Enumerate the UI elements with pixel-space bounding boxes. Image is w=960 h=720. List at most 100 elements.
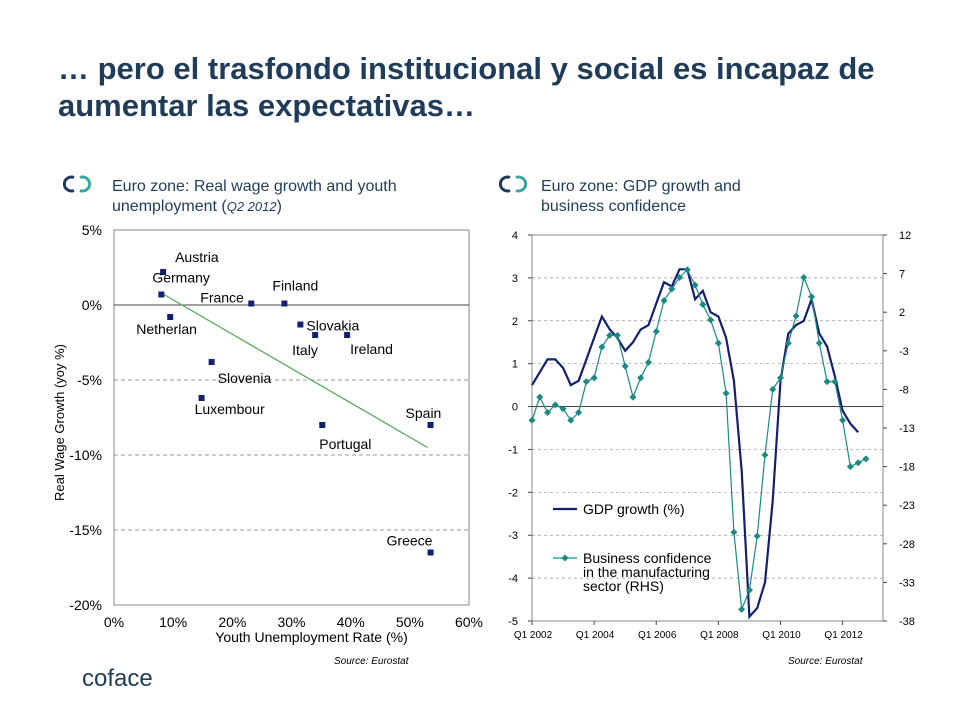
scatter-x-tick-label: 10% <box>159 614 187 630</box>
scatter-point <box>297 321 304 328</box>
business-confidence-point <box>776 374 784 382</box>
line-x-tick-label: Q1 2004 <box>576 630 615 641</box>
business-confidence-point <box>839 416 847 424</box>
business-confidence-point <box>854 459 862 467</box>
line-left-tick-label: -1 <box>508 444 518 456</box>
scatter-x-tick-label: 40% <box>337 614 365 630</box>
business-confidence-point <box>784 339 792 347</box>
scatter-y-tick-label: 5% <box>82 222 102 238</box>
legend-confidence-label: in the manufacturing <box>583 564 710 580</box>
scatter-point-label: Netherlan <box>136 321 197 337</box>
scatter-plot-frame <box>113 229 470 606</box>
line-left-tick-label: 2 <box>512 316 518 328</box>
business-confidence-point <box>528 416 536 424</box>
coface-mark-icon <box>62 175 92 193</box>
scatter-point-label: Finland <box>272 278 318 294</box>
business-confidence-point <box>800 273 808 281</box>
line-x-tick-label: Q1 2010 <box>762 630 801 641</box>
scatter-x-tick-label: 20% <box>218 614 246 630</box>
business-confidence-point <box>815 339 823 347</box>
business-confidence-point <box>714 339 722 347</box>
scatter-point-label: Austria <box>175 249 219 265</box>
line-left-tick-label: -4 <box>508 573 518 585</box>
business-confidence-point <box>730 528 738 536</box>
line-left-tick-label: 4 <box>512 230 518 242</box>
scatter-point-label: Ireland <box>350 341 393 357</box>
business-confidence-point <box>613 331 621 339</box>
scatter-y-tick-label: -20% <box>69 597 102 613</box>
right-chart-heading-line2: business confidence <box>541 198 686 215</box>
business-confidence-point <box>831 378 839 386</box>
scatter-y-tick-label: -15% <box>69 522 102 538</box>
left-chart-source: Source: Eurostat <box>334 656 409 667</box>
scatter-x-axis-label: Youth Unemployment Rate (%) <box>215 629 407 645</box>
business-confidence-point <box>567 416 575 424</box>
business-confidence-point <box>551 401 559 409</box>
scatter-point <box>167 314 174 320</box>
scatter-point <box>198 395 205 401</box>
gdp-growth-line <box>531 268 860 620</box>
scatter-y-tick-label: 0% <box>82 297 102 313</box>
scatter-point-label: Spain <box>406 405 442 421</box>
business-confidence-point <box>536 393 544 401</box>
business-confidence-point <box>544 409 552 417</box>
business-confidence-point <box>761 451 769 459</box>
line-right-tick-label: -8 <box>899 384 909 396</box>
coface-logo: coface <box>82 665 153 692</box>
line-right-tick-label: -3 <box>899 346 909 358</box>
legend-confidence-marker <box>561 554 569 562</box>
line-left-tick-label: 1 <box>512 359 518 371</box>
line-right-tick-label: -33 <box>899 577 915 589</box>
scatter-point-label: Greece <box>387 533 433 549</box>
line-left-tick-label: -3 <box>508 530 518 542</box>
scatter-point <box>160 269 167 275</box>
coface-mark-icon <box>498 175 528 193</box>
line-left-tick-label: -2 <box>508 487 518 499</box>
legend-gdp-label: GDP growth (%) <box>583 501 685 517</box>
line-x-tick-label: Q1 2006 <box>638 630 677 641</box>
scatter-point-label: Slovenia <box>218 370 272 386</box>
right-chart-heading-line1: Euro zone: GDP growth and <box>541 178 741 195</box>
scatter-point <box>281 300 288 307</box>
business-confidence-point <box>621 362 629 370</box>
business-confidence-point <box>652 328 660 335</box>
scatter-x-tick-label: 0% <box>104 614 124 630</box>
line-left-tick-label: 3 <box>512 273 518 285</box>
business-confidence-point <box>792 312 800 320</box>
right-chart-source: Source: Eurostat <box>788 656 863 667</box>
scatter-point-label: Italy <box>292 342 318 358</box>
scatter-y-tick-label: -5% <box>77 372 102 388</box>
scatter-point <box>427 549 434 556</box>
line-right-tick-label: 7 <box>899 269 905 281</box>
line-x-tick-label: Q1 2002 <box>514 630 553 641</box>
business-confidence-point <box>722 389 730 397</box>
business-confidence-point <box>676 273 684 281</box>
business-confidence-point <box>846 463 854 471</box>
left-chart-heading-text: Euro zone: Real wage growth and youth un… <box>112 178 397 215</box>
business-confidence-point <box>691 281 699 289</box>
business-confidence-point <box>590 374 598 382</box>
business-confidence-point <box>637 374 645 382</box>
business-confidence-point <box>644 358 652 366</box>
line-right-tick-label: 2 <box>899 307 905 319</box>
line-right-tick-label: -18 <box>899 462 915 474</box>
business-confidence-point <box>738 605 746 613</box>
scatter-point-label: Portugal <box>319 436 371 452</box>
business-confidence-point <box>707 316 715 324</box>
business-confidence-point <box>823 378 831 386</box>
business-confidence-point <box>660 297 668 305</box>
scatter-point <box>312 332 319 338</box>
page-title: … pero el trasfondo institucional y soci… <box>58 51 875 123</box>
line-left-tick-label: 0 <box>512 402 518 414</box>
scatter-point <box>344 332 351 338</box>
scatter-point <box>319 422 326 428</box>
right-chart-heading: Euro zone: GDP growth and business confi… <box>541 177 841 217</box>
business-confidence-point <box>683 266 691 274</box>
scatter-y-tick-label: -10% <box>69 447 102 463</box>
business-confidence-point <box>606 331 614 339</box>
scatter-trendline <box>161 292 428 449</box>
scatter-x-tick-label: 60% <box>455 614 483 630</box>
scatter-point-label: Slovakia <box>306 318 359 334</box>
scatter-point <box>248 300 255 307</box>
